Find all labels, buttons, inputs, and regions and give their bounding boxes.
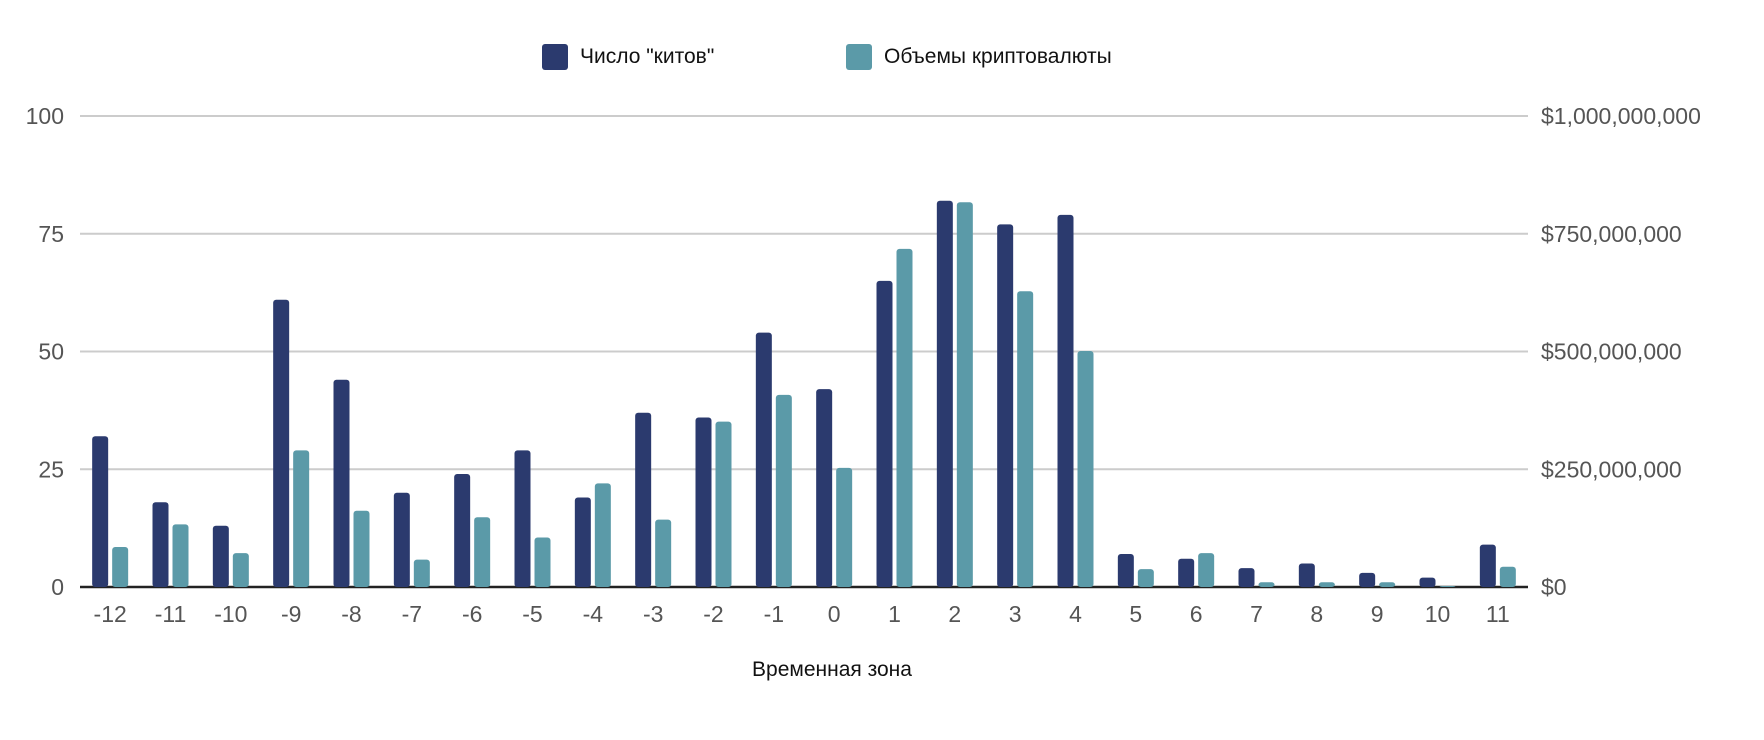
- bar-whales: [1359, 572, 1376, 587]
- x-tick-label: -5: [522, 601, 542, 627]
- chart-legend: Число "китов" Объемы криптовалюты: [0, 42, 1764, 72]
- x-tick-label: 1: [888, 601, 901, 627]
- x-tick-label: 5: [1129, 601, 1142, 627]
- bar-volume: [474, 517, 491, 587]
- x-tick-label: -1: [764, 601, 784, 627]
- bar-volume: [1137, 569, 1154, 587]
- bar-whales: [152, 502, 169, 587]
- bar-whales: [876, 280, 893, 587]
- bar-volume: [1198, 553, 1215, 587]
- bar-whales: [454, 473, 471, 587]
- legend-swatch-whales: [542, 44, 568, 70]
- x-tick-label: 8: [1310, 601, 1323, 627]
- bar-whales: [997, 224, 1014, 587]
- bar-volume: [836, 467, 853, 587]
- y-axis-right: $0 $250,000,000 $500,000,000 $750,000,000 $1…: [1541, 103, 1701, 600]
- bar-whales: [635, 412, 652, 587]
- bar-volume: [1379, 582, 1396, 587]
- bar-whales: [514, 450, 531, 587]
- bar-volume: [172, 524, 189, 587]
- x-tick-label: 9: [1371, 601, 1384, 627]
- y-right-tick-label: $750,000,000: [1541, 221, 1682, 247]
- bar-volume: [1439, 586, 1456, 587]
- x-tick-label: 6: [1190, 601, 1203, 627]
- bar-whales: [936, 200, 953, 587]
- x-tick-label: -7: [402, 601, 422, 627]
- x-tick-label: 4: [1069, 601, 1082, 627]
- x-tick-label: -3: [643, 601, 663, 627]
- bar-whales: [1419, 577, 1436, 587]
- x-tick-label: -11: [155, 601, 187, 627]
- y-axis-left: 0 25 50 75 100: [26, 103, 64, 600]
- x-axis-title: Временная зона: [752, 658, 912, 681]
- bar-volume: [534, 537, 551, 587]
- bar-volume: [775, 394, 792, 587]
- y-left-tick-label: 75: [38, 221, 64, 247]
- bar-volume: [1017, 291, 1034, 587]
- bar-whales: [1178, 558, 1195, 587]
- bar-whales: [212, 525, 229, 587]
- bar-whales: [695, 417, 712, 587]
- bar-whales: [1057, 214, 1074, 587]
- x-tick-label: 11: [1486, 601, 1510, 627]
- legend-item-volume: Объемы криптовалюты: [846, 42, 1112, 72]
- bar-volume: [655, 519, 672, 587]
- legend-label-volume: Объемы криптовалюты: [884, 45, 1112, 68]
- y-left-tick-label: 0: [51, 574, 64, 600]
- bar-volume: [1258, 582, 1275, 587]
- y-left-tick-label: 25: [38, 456, 64, 482]
- x-tick-label: 3: [1009, 601, 1022, 627]
- x-tick-label: -4: [583, 601, 604, 627]
- x-axis: -12 -11 -10 -9 -8 -7 -6 -5 -4 -3 -2 -1 0 1 2 3 4 5 6 7 8 9 10 1…: [94, 601, 1510, 627]
- bar-whales: [333, 379, 350, 587]
- bar-volume: [353, 510, 370, 587]
- y-right-tick-label: $250,000,000: [1541, 456, 1682, 482]
- bar-volume: [1318, 582, 1335, 587]
- bars: [92, 200, 1516, 587]
- y-right-tick-label: $0: [1541, 574, 1567, 600]
- legend-item-whales: Число "китов": [542, 42, 714, 72]
- bar-whales: [574, 497, 591, 587]
- y-left-tick-label: 100: [26, 103, 64, 129]
- bar-volume: [413, 559, 430, 587]
- x-tick-label: -9: [281, 601, 301, 627]
- bar-whales: [1117, 554, 1134, 587]
- y-right-tick-label: $500,000,000: [1541, 339, 1682, 365]
- bar-volume: [293, 450, 310, 587]
- bar-whales: [1479, 544, 1496, 587]
- bar-volume: [232, 553, 249, 587]
- x-tick-label: 2: [948, 601, 961, 627]
- x-tick-label: -6: [462, 601, 482, 627]
- x-tick-label: -8: [341, 601, 361, 627]
- legend-swatch-volume: [846, 44, 872, 70]
- x-tick-label: 7: [1250, 601, 1263, 627]
- x-tick-label: 0: [828, 601, 841, 627]
- bar-volume: [1077, 351, 1094, 587]
- bar-whales: [273, 299, 290, 587]
- y-left-tick-label: 50: [38, 339, 64, 365]
- bar-whales: [393, 492, 410, 587]
- y-right-tick-label: $1,000,000,000: [1541, 103, 1701, 129]
- bar-volume: [956, 202, 973, 587]
- bar-whales: [816, 389, 833, 587]
- x-tick-label: -12: [94, 601, 127, 627]
- x-tick-label: 10: [1425, 601, 1451, 627]
- grid-lines: [80, 115, 1528, 589]
- bar-volume: [1499, 566, 1516, 587]
- bar-whales: [92, 436, 109, 587]
- bar-volume: [715, 421, 732, 587]
- bar-whales: [1298, 563, 1315, 587]
- x-tick-label: -2: [703, 601, 723, 627]
- bar-volume: [896, 248, 913, 587]
- bar-whales: [755, 332, 772, 587]
- bar-whales: [1238, 568, 1255, 587]
- bar-volume: [112, 546, 129, 587]
- x-tick-label: -10: [214, 601, 247, 627]
- legend-label-whales: Число "китов": [580, 45, 715, 68]
- bar-volume: [594, 483, 611, 587]
